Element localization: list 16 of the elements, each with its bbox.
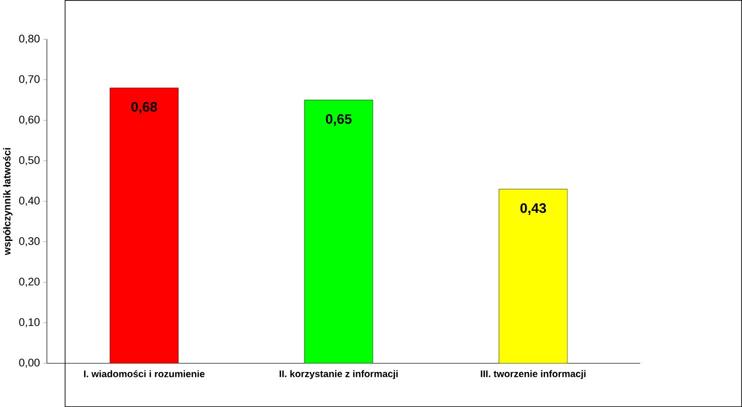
y-tick-label: 0,60 [19,116,40,125]
y-tick-label: 0,40 [19,196,40,206]
y-tick-label: 0,30 [19,237,40,246]
data-label: 0,43 [520,203,546,215]
y-tick-label: 0,80 [19,34,40,44]
y-tick-label: 0,70 [19,75,40,84]
x-tick-label: I. wiadomości i rozumienie [84,370,205,378]
x-tick-label: II. korzystanie z informacji [280,370,398,380]
y-tick-label: 0,50 [19,156,40,166]
y-tick-label: 0,00 [19,358,40,368]
y-tick-label: 0,20 [19,278,40,287]
data-label: 0,65 [326,114,352,126]
y-tick-label: 0,10 [19,318,40,328]
x-tick-label: III. tworzenie informacji [480,370,586,380]
y-axis-title: współczynnik łatwości [3,148,12,256]
data-label: 0,68 [131,102,158,114]
